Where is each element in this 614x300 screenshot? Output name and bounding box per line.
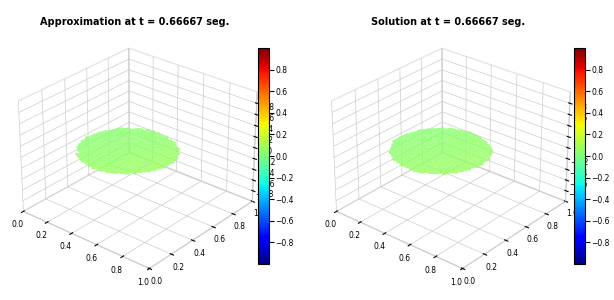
Title: Solution at t = 0.66667 seg.: Solution at t = 0.66667 seg. [371, 17, 526, 27]
Title: Approximation at t = 0.66667 seg.: Approximation at t = 0.66667 seg. [41, 17, 230, 27]
